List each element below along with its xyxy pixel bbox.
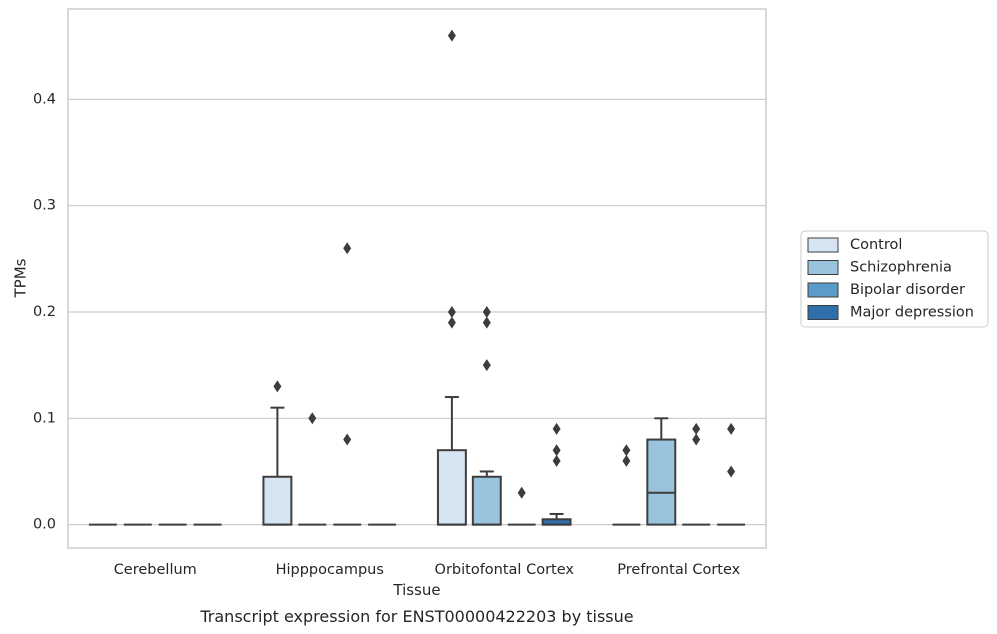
legend-frame	[800, 230, 989, 328]
box-iqr	[471, 475, 502, 526]
outlier-point	[482, 316, 491, 329]
y-axis-ticks: 0.0 0.1 0.2 0.3 0.4	[33, 91, 56, 532]
outlier-point	[447, 305, 456, 318]
box-iqr	[436, 449, 467, 526]
outlier-point	[482, 305, 491, 318]
legend: Control Schizophrenia Bipolar disorder Majo…	[800, 230, 989, 328]
legend-swatch	[807, 282, 839, 298]
box-group	[298, 412, 327, 526]
chart-caption: Transcript expression for ENST0000042220…	[199, 607, 633, 626]
y-tick-label: 0.3	[33, 198, 56, 214]
y-tick-label: 0.1	[33, 410, 56, 426]
x-tick-label: Prefrontal Cortex	[617, 562, 740, 578]
outlier-point	[447, 316, 456, 329]
outlier-point	[622, 444, 631, 457]
outlier-point	[343, 242, 352, 255]
box-group	[333, 242, 362, 526]
outlier-point	[482, 359, 491, 372]
y-tick-label: 0.4	[33, 91, 56, 107]
y-tick-label: 0.0	[33, 517, 56, 533]
outlier-point	[727, 465, 736, 478]
legend-item: Bipolar disorder	[807, 282, 965, 298]
x-axis-title: Tissue	[392, 581, 440, 599]
outlier-point	[622, 454, 631, 467]
legend-swatch	[807, 237, 839, 253]
x-tick-label: Hipppocampus	[276, 562, 384, 578]
x-axis-ticks: Cerebellum Hipppocampus Orbitofontal Corte…	[114, 562, 741, 578]
box-group	[646, 417, 677, 526]
y-tick-label: 0.2	[33, 304, 56, 320]
outlier-point	[447, 29, 456, 42]
y-axis-title: TPMs	[12, 258, 30, 298]
x-tick-label: Cerebellum	[114, 562, 197, 578]
outlier-point	[552, 454, 561, 467]
outlier-point	[692, 433, 701, 446]
legend-swatch	[807, 305, 839, 320]
box-group	[471, 305, 502, 526]
plot-frame	[67, 8, 767, 549]
box-plots	[88, 29, 746, 526]
legend-item: Control	[807, 237, 902, 253]
outlier-point	[517, 486, 526, 499]
box-group	[507, 486, 536, 526]
legend-items: Control Schizophrenia Bipolar disorder Majo…	[807, 237, 974, 321]
outlier-point	[727, 422, 736, 435]
legend-label: Control	[850, 237, 902, 253]
legend-item: Schizophrenia	[807, 260, 952, 276]
box-iqr	[262, 475, 293, 526]
legend-label: Bipolar disorder	[850, 282, 965, 298]
legend-label: Major depression	[850, 305, 974, 321]
outlier-point	[273, 380, 282, 393]
x-tick-label: Orbitofontal Cortex	[435, 562, 575, 578]
outlier-point	[552, 422, 561, 435]
legend-item: Major depression	[807, 305, 974, 321]
box-group	[682, 422, 711, 526]
outlier-point	[692, 422, 701, 435]
box-group	[436, 29, 467, 526]
outlier-point	[552, 444, 561, 457]
box-group	[262, 380, 293, 526]
outlier-point	[343, 433, 352, 446]
legend-swatch	[807, 260, 839, 275]
box-iqr	[646, 438, 677, 526]
legend-label: Schizophrenia	[850, 260, 952, 276]
outlier-point	[308, 412, 317, 425]
box-group	[612, 444, 641, 526]
box-group	[717, 422, 746, 526]
box-group	[541, 422, 572, 526]
